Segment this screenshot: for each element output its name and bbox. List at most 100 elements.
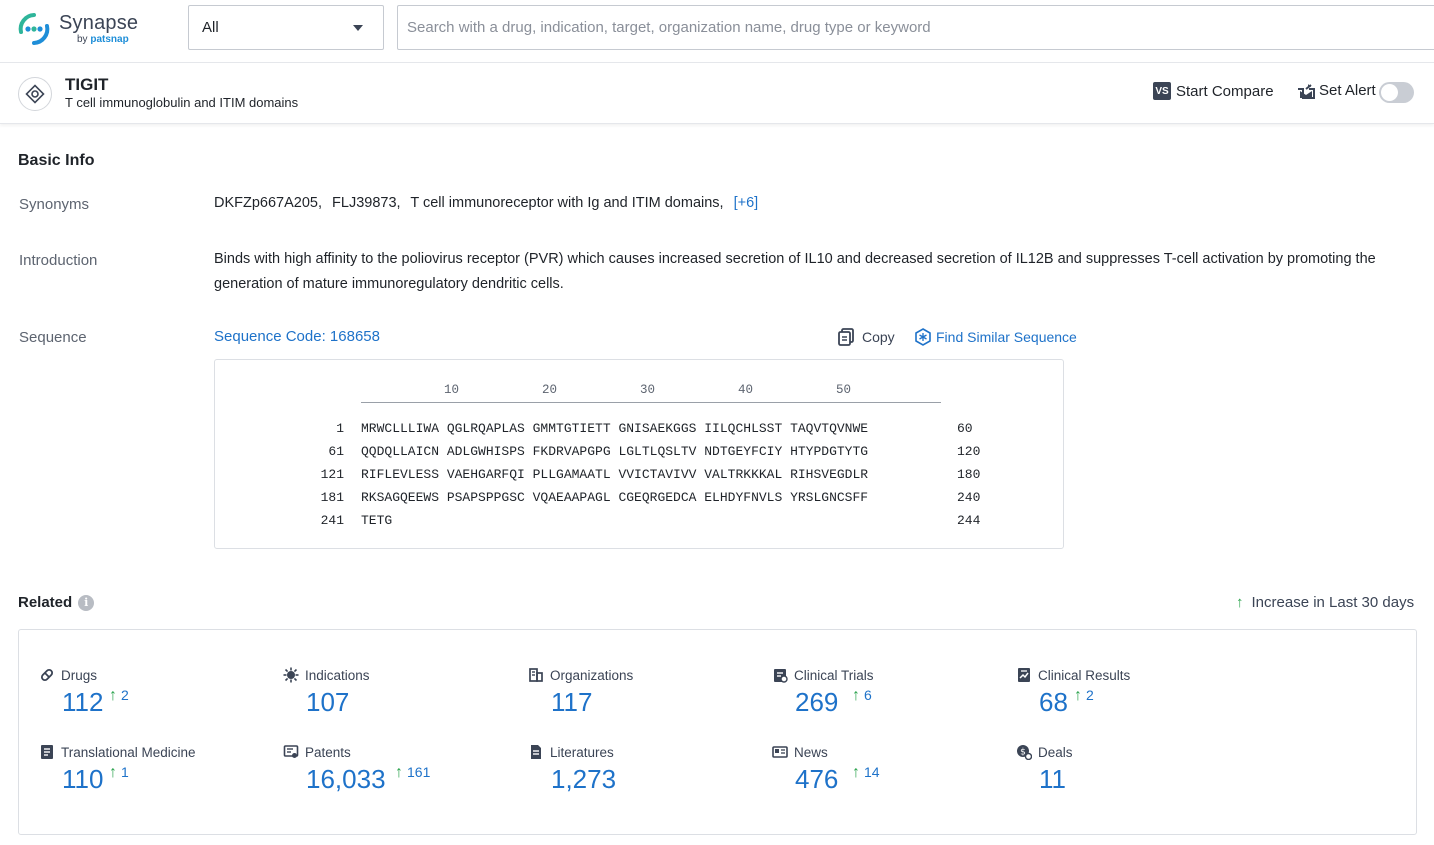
sequence-code-link[interactable]: Sequence Code: 168658 [214,328,380,345]
synonym-item: FLJ39873, [332,195,401,211]
sequence-row-end: 60 [957,421,973,436]
target-icon [18,77,52,111]
stat-increase: ↑ 14 [852,764,880,782]
stat-value: 16,033 [306,764,386,795]
start-compare-label: Start Compare [1176,83,1274,100]
set-alert-button[interactable]: Set Alert [1297,82,1376,99]
sequence-row-text: QQDQLLAICN ADLGWHISPS FKDRVAPGPG LGLTLQS… [361,444,868,459]
sequence-row-text: TETG [361,513,392,528]
compare-icon: VS [1153,82,1171,100]
newspaper-icon [772,744,788,760]
stat-deals[interactable]: $ Deals 11 [1016,744,1246,804]
stat-value: 117 [551,687,592,718]
synonyms-more-link[interactable]: [+6] [734,195,759,211]
stat-value: 476 [795,764,838,795]
related-title: Related i [18,594,94,611]
sequence-row-start: 61 [328,444,344,459]
stat-clinical-trials[interactable]: Clinical Trials 269 ↑ 6 [772,667,1002,727]
ruler-tick: 30 [640,383,655,397]
stat-increase: ↑ 161 [395,764,430,782]
copy-icon [838,328,854,346]
stat-label: Translational Medicine [61,745,196,760]
stat-value: 107 [306,687,349,718]
stat-label: Patents [305,745,351,760]
stat-increase: ↑ 6 [852,687,872,705]
category-select-value: All [202,19,219,36]
sequence-row-text: RKSAGQEEWS PSAPSPPGSC VQAEAAPAGL CGEQRGE… [361,490,868,505]
sequence-row-end: 180 [957,467,980,482]
stat-drugs[interactable]: Drugs 112 ↑ 2 [39,667,269,727]
stat-value: 269 [795,687,838,718]
sequence-viewer: 10 20 30 40 50 1 MRWCLLLIWA QGLRQAPLAS G… [214,359,1064,549]
stat-label: Organizations [550,668,633,683]
report-icon [39,744,55,760]
stat-increase: ↑ 1 [109,764,129,782]
find-similar-sequence-button[interactable]: Find Similar Sequence [914,328,1077,346]
start-compare-button[interactable]: VS Start Compare [1153,82,1274,100]
stat-label: Clinical Results [1038,668,1130,683]
sequence-label: Sequence [19,329,87,346]
logo-byline: by patsnap [77,34,129,45]
introduction-text: Binds with high affinity to the poliovir… [214,247,1419,297]
introduction-label: Introduction [19,252,97,269]
synonyms-label: Synonyms [19,196,89,213]
alert-toggle[interactable] [1379,82,1414,103]
sequence-row-end: 120 [957,444,980,459]
sequence-row: 1 MRWCLLLIWA QGLRQAPLAS GMMTGTIETT GNISA… [215,421,1065,441]
increase-legend-label: Increase in Last 30 days [1252,594,1415,611]
copy-label: Copy [862,329,895,345]
sequence-row-text: MRWCLLLIWA QGLRQAPLAS GMMTGTIETT GNISAEK… [361,421,868,436]
info-icon[interactable]: i [78,595,94,611]
stat-indications[interactable]: Indications 107 [283,667,513,727]
sequence-row: 241 TETG 244 [215,513,1065,533]
stat-patents[interactable]: Patents 16,033 ↑ 161 [283,744,513,804]
stat-label: Deals [1038,745,1073,760]
sequence-row: 181 RKSAGQEEWS PSAPSPPGSC VQAEAAPAGL CGE… [215,490,1065,510]
ruler-tick: 40 [738,383,753,397]
stat-label: Clinical Trials [794,668,874,683]
sequence-row-end: 240 [957,490,980,505]
stat-news[interactable]: News 476 ↑ 14 [772,744,1002,804]
virus-icon [283,667,299,683]
sequence-row-end: 244 [957,513,980,528]
stat-label: Indications [305,668,370,683]
synonym-item: DKFZp667A205, [214,195,322,211]
patent-icon [283,744,299,760]
synonym-item: T cell immunoreceptor with Ig and ITIM d… [410,195,723,211]
basic-info-title: Basic Info [18,152,94,170]
sequence-row-start: 241 [321,513,344,528]
synapse-logo[interactable]: Synapse by patsnap [17,10,147,50]
stat-increase: ↑ 2 [1074,687,1094,705]
page-title: TIGIT [65,75,108,95]
sequence-row-text: RIFLEVLESS VAEHGARFQI PLLGAMAATL VVICTAV… [361,467,868,482]
handshake-icon: $ [1016,744,1032,760]
arrow-up-icon: ↑ [395,764,403,782]
copy-button[interactable]: Copy [838,328,895,346]
sequence-row: 121 RIFLEVLESS VAEHGARFQI PLLGAMAATL VVI… [215,467,1065,487]
chart-doc-icon [1016,667,1032,683]
stat-value: 112 [62,687,103,718]
building-icon [528,667,544,683]
arrow-up-icon: ↑ [109,764,117,782]
stat-value: 11 [1039,764,1066,795]
find-similar-icon [914,328,932,346]
sequence-row-start: 181 [321,490,344,505]
stat-value: 110 [62,764,103,795]
synonyms-list: DKFZp667A205, FLJ39873, T cell immunorec… [214,191,764,216]
increase-legend: ↑ Increase in Last 30 days [1236,594,1414,611]
entity-header: TIGIT T cell immunoglobulin and ITIM dom… [0,63,1434,124]
category-select[interactable]: All [188,5,384,50]
synapse-logo-icon [17,12,51,46]
stat-value: 1,273 [551,764,616,795]
stat-translational-medicine[interactable]: Translational Medicine 110 ↑ 1 [39,744,269,804]
stat-increase: ↑ 2 [109,687,129,705]
arrow-up-icon: ↑ [1074,687,1082,705]
search-input[interactable] [397,5,1434,50]
sequence-row-start: 1 [336,421,344,436]
sequence-ruler: 10 20 30 40 50 [361,383,941,403]
top-bar: Synapse by patsnap All [0,0,1434,63]
stat-clinical-results[interactable]: Clinical Results 68 ↑ 2 [1016,667,1246,727]
stat-literatures[interactable]: Literatures 1,273 [528,744,758,804]
stat-organizations[interactable]: Organizations 117 [528,667,758,727]
alert-icon [1297,83,1315,99]
